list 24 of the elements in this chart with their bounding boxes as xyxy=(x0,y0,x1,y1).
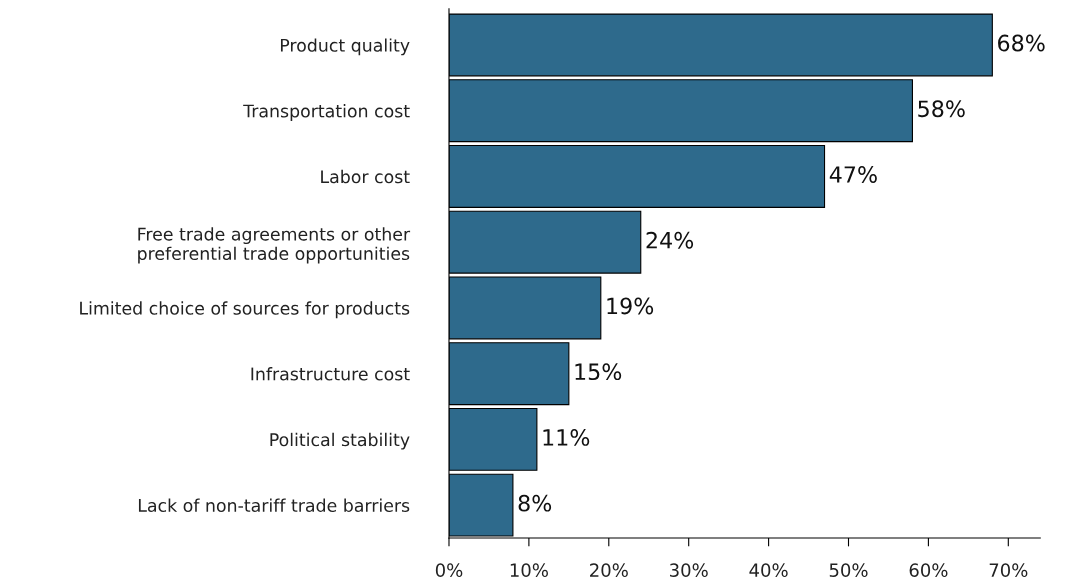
data-label: 8% xyxy=(518,494,552,512)
x-tick-label: 60% xyxy=(909,563,948,577)
y-tick-label: Product quality xyxy=(280,38,410,56)
data-label: 58% xyxy=(918,100,965,118)
data-label: 19% xyxy=(607,297,654,315)
data-label: 24% xyxy=(646,231,694,249)
y-tick-label: Infrastructure cost xyxy=(251,367,410,381)
x-tick-label: 50% xyxy=(829,563,868,577)
x-tick-label: 70% xyxy=(989,563,1028,577)
x-tick-label: 10% xyxy=(510,563,548,577)
y-tick-label: Transportation cost xyxy=(243,104,410,121)
y-tick-label: Lack of non-tariff trade barriers xyxy=(138,498,410,512)
x-tick-label: 40% xyxy=(749,563,788,577)
x-tick-label: 0% xyxy=(435,563,463,577)
data-label: 11% xyxy=(543,429,590,446)
y-tick-label: Free trade agreements or other preferential trade opportunities xyxy=(138,227,411,264)
data-label: 68% xyxy=(998,34,1045,52)
x-tick-label: 20% xyxy=(590,563,628,577)
data-label: 15% xyxy=(575,363,622,381)
y-tick-label: Limited choice of sources for products xyxy=(80,301,410,319)
data-label: 47% xyxy=(829,166,877,183)
y-tick-label: Political stability xyxy=(270,432,410,450)
y-tick-label: Labor cost xyxy=(321,169,410,184)
x-tick-label: 30% xyxy=(670,563,708,577)
